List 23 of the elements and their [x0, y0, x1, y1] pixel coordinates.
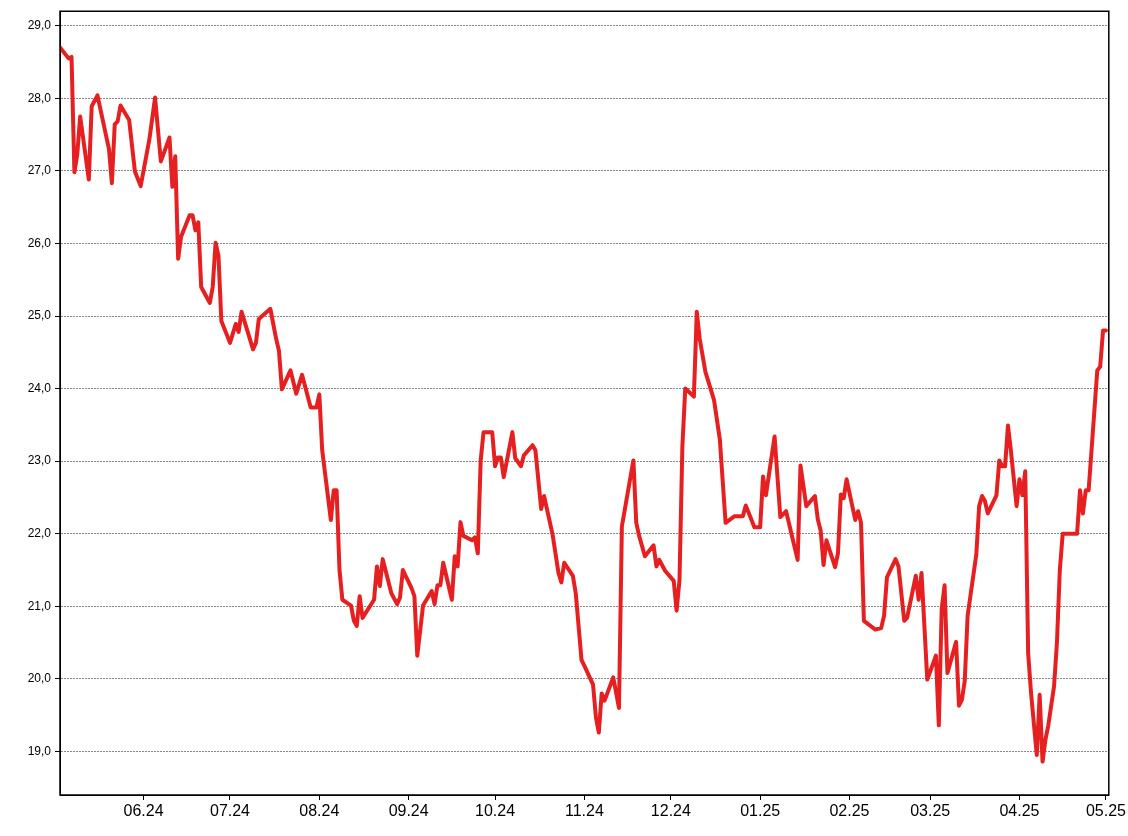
y-tick-label: 25,0 [27, 308, 52, 323]
x-tick-label: 02.25 [829, 802, 870, 820]
x-tick-label: 03.25 [910, 802, 951, 820]
y-tick-label: 23,0 [27, 453, 52, 468]
y-tick-label: 20,0 [27, 671, 52, 686]
x-tick-label: 01.25 [740, 802, 781, 820]
y-tick-label: 19,0 [27, 743, 52, 758]
y-tick-label: 28,0 [27, 90, 52, 105]
y-tick-label: 26,0 [27, 235, 52, 250]
y-tick-label: 21,0 [27, 598, 52, 613]
y-tick-label: 24,0 [27, 380, 52, 395]
y-tick-label: 29,0 [27, 18, 52, 33]
x-tick-label: 05.25 [1085, 802, 1127, 820]
y-tick-label: 22,0 [27, 526, 52, 541]
x-tick-label: 06.24 [123, 802, 164, 820]
x-tick-label: 10.24 [475, 802, 516, 820]
y-tick-label: 27,0 [27, 163, 52, 178]
x-tick-label: 08.24 [299, 802, 340, 820]
x-tick-label: 12.24 [650, 802, 691, 820]
x-tick-label: 04.25 [999, 802, 1040, 820]
x-tick-label: 07.24 [209, 802, 251, 820]
x-tick-label: 11.24 [564, 802, 604, 820]
x-tick-label: 09.24 [388, 802, 429, 820]
